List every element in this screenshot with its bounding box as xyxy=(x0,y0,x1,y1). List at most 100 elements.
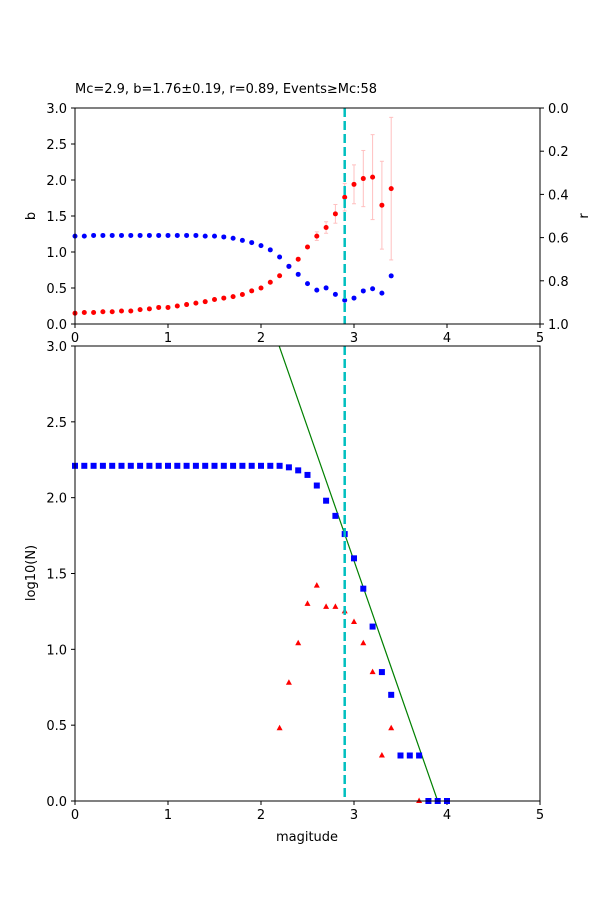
cumulative-count-point xyxy=(81,462,88,469)
noncumulative-count-point xyxy=(388,724,395,731)
r-value-point xyxy=(314,287,320,293)
noncumulative-count-point xyxy=(323,603,330,609)
cumulative-count-point xyxy=(109,462,116,469)
y-right-tick-label: 0.8 xyxy=(548,275,569,290)
y-tick-label: 2.5 xyxy=(46,416,67,431)
r-value-point xyxy=(360,288,366,294)
noncumulative-count-point xyxy=(369,668,376,675)
cumulative-count-point xyxy=(183,462,190,469)
r-value-point xyxy=(137,232,143,238)
x-tick-label: 0 xyxy=(71,331,79,346)
axes-frame xyxy=(74,107,541,325)
b-value-point xyxy=(119,308,124,314)
y-tick-label: 2.5 xyxy=(46,138,67,153)
b-value-point xyxy=(267,279,273,285)
b-value-point xyxy=(342,194,348,200)
y-tick-label: 2.0 xyxy=(46,174,67,189)
r-value-point xyxy=(351,295,357,301)
b-value-point xyxy=(109,309,115,315)
bottom-x-label: magitude xyxy=(276,830,338,845)
r-value-point xyxy=(119,232,124,238)
cumulative-count-point xyxy=(155,462,162,469)
cumulative-count-point xyxy=(192,462,199,469)
r-value-point xyxy=(258,243,264,249)
noncumulative-count-point xyxy=(332,603,339,609)
top-y-right-label: r xyxy=(577,213,592,219)
r-value-point xyxy=(239,237,245,243)
x-tick-label: 1 xyxy=(164,808,172,823)
cumulative-count-point xyxy=(369,623,376,630)
x-tick-label: 0 xyxy=(71,808,79,823)
cumulative-count-point xyxy=(351,555,357,562)
x-tick-label: 4 xyxy=(443,331,451,346)
r-value-point xyxy=(165,232,171,238)
b-value-point xyxy=(91,309,97,315)
cumulative-count-point xyxy=(397,752,404,759)
r-value-point xyxy=(81,233,87,239)
y-tick-label: 3.0 xyxy=(46,102,67,117)
cumulative-count-point xyxy=(276,462,283,469)
noncumulative-count-point xyxy=(416,797,423,803)
cumulative-count-point xyxy=(378,669,385,676)
noncumulative-count-point xyxy=(295,639,302,646)
x-tick-label: 2 xyxy=(257,808,265,823)
cumulative-count-point xyxy=(137,462,144,469)
cumulative-count-point xyxy=(202,462,209,469)
r-value-point xyxy=(202,233,208,239)
r-value-point xyxy=(230,235,236,241)
cumulative-count-point xyxy=(388,691,395,698)
cumulative-count-point xyxy=(174,462,181,469)
cumulative-count-point xyxy=(304,471,311,478)
y-right-tick-label: 1.0 xyxy=(548,318,569,333)
x-tick-label: 3 xyxy=(350,331,358,346)
y-tick-label: 3.0 xyxy=(46,340,67,355)
y-tick-label: 0.0 xyxy=(46,318,67,333)
y-right-tick-label: 0.4 xyxy=(548,188,569,203)
x-tick-label: 2 xyxy=(257,331,265,346)
x-tick-label: 5 xyxy=(536,808,544,823)
gr-fit-line xyxy=(278,346,439,801)
b-value-point xyxy=(165,304,171,310)
r-value-point xyxy=(128,232,134,238)
cumulative-count-point xyxy=(267,462,274,469)
cumulative-count-point xyxy=(360,585,367,592)
b-value-point xyxy=(184,302,190,308)
top-y-label: b xyxy=(24,212,39,220)
cumulative-count-point xyxy=(220,462,227,469)
x-tick-label: 1 xyxy=(164,331,172,346)
b-value-point xyxy=(388,186,394,192)
x-tick-label: 5 xyxy=(536,331,544,346)
b-value-point xyxy=(146,306,152,312)
r-value-point xyxy=(109,232,115,238)
y-tick-label: 1.0 xyxy=(46,643,67,658)
noncumulative-count-point xyxy=(351,618,357,625)
cumulative-count-point xyxy=(248,462,255,469)
bottom-y-label: log10(N) xyxy=(24,545,39,601)
r-value-point xyxy=(193,232,199,238)
b-value-point xyxy=(156,304,162,310)
r-value-point xyxy=(174,232,180,238)
b-value-point xyxy=(193,300,199,306)
y-tick-label: 0.0 xyxy=(46,795,67,810)
b-value-point xyxy=(258,285,264,291)
r-value-point xyxy=(267,247,273,253)
cumulative-count-point xyxy=(416,752,423,759)
x-tick-label: 4 xyxy=(443,808,451,823)
b-value-point xyxy=(305,244,310,250)
cumulative-count-point xyxy=(99,462,106,469)
b-value-point xyxy=(332,211,338,217)
b-value-point xyxy=(137,307,143,313)
cumulative-count-point xyxy=(239,462,246,469)
cumulative-count-point xyxy=(90,462,97,469)
x-tick-label: 3 xyxy=(350,808,358,823)
b-value-point xyxy=(360,176,366,182)
top-plot: 0 1 2 3 4 5 0.0 0.5 1.0 1.5 2.0 2.5 3.0 0.0 0.2 0.4 0.6 0… xyxy=(46,102,568,346)
cumulative-count-point xyxy=(118,462,125,469)
b-value-point xyxy=(351,181,357,187)
cumulative-count-point xyxy=(146,462,153,469)
y-tick-label: 1.0 xyxy=(46,246,67,261)
noncumulative-count-point xyxy=(378,752,385,758)
cumulative-count-point xyxy=(258,462,264,469)
r-value-point xyxy=(100,232,106,238)
r-value-point xyxy=(212,233,217,239)
